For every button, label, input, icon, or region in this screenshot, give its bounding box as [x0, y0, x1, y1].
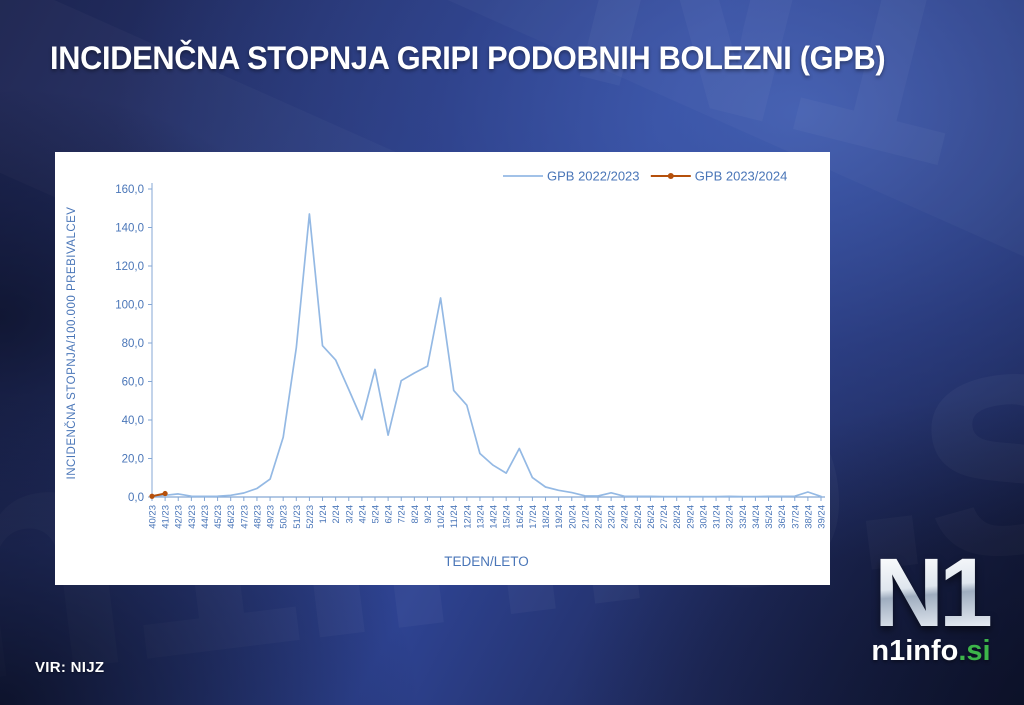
x-tick-label: 49/23: [266, 505, 277, 529]
x-tick-label: 37/24: [790, 505, 801, 529]
legend-label-1: GPB 2023/2024: [695, 169, 788, 184]
x-tick-label: 13/24: [475, 505, 486, 529]
x-tick-label: 29/24: [685, 505, 696, 529]
n1-site-tld: .si: [958, 635, 991, 668]
y-tick-label: 140,0: [115, 223, 144, 235]
x-tick-label: 35/24: [764, 505, 775, 529]
x-tick-label: 32/24: [725, 505, 736, 529]
legend-swatch-marker-1: [667, 173, 674, 179]
source-credit: VIR: NIJZ: [35, 659, 105, 676]
series-marker-1: [149, 493, 155, 499]
series-marker-1: [162, 490, 168, 497]
x-tick-label: 51/23: [292, 505, 303, 529]
chart-svg: 0,0 20,0 40,0 60,0 80,0 100,0 120,0 140,0 160,0 I…: [65, 169, 828, 529]
x-tick-label: 24/24: [620, 505, 631, 529]
x-tick-label: 38/24: [803, 505, 814, 529]
y-tick-label: 120,0: [115, 261, 144, 273]
x-tick-label: 45/23: [213, 505, 224, 529]
n1-site-name: n1info.si: [846, 635, 1016, 668]
x-tick-label: 12/24: [462, 505, 473, 529]
x-tick-label: 50/23: [279, 505, 290, 529]
x-tick-label: 28/24: [672, 505, 683, 529]
x-tick-label: 40/23: [148, 505, 159, 529]
n1-site-text: n1info: [871, 635, 959, 668]
x-tick-label: 52/23: [305, 505, 316, 529]
y-tick-label: 60,0: [122, 377, 144, 389]
x-tick-label: 33/24: [738, 505, 749, 529]
x-tick-label: 34/24: [751, 505, 762, 529]
x-tick-label: 8/24: [410, 505, 421, 524]
x-tick-label: 22/24: [594, 505, 605, 529]
x-tick-label: 1/24: [318, 505, 329, 524]
x-tick-label: 25/24: [633, 505, 644, 529]
x-tick-label: 4/24: [357, 505, 368, 524]
x-tick-label: 19/24: [554, 505, 565, 529]
chart-panel: 0,0 20,0 40,0 60,0 80,0 100,0 120,0 140,0 160,0 I…: [55, 152, 830, 585]
x-tick-label: 5/24: [371, 505, 382, 524]
x-tick-label: 30/24: [698, 505, 709, 529]
series-line-0: [151, 213, 822, 498]
x-tick-label: 23/24: [607, 505, 618, 529]
y-axis-title: INCIDENČNA STOPNJA/100.000 PREBIVALCEV: [65, 207, 78, 480]
x-tick-label: 7/24: [397, 505, 408, 524]
x-tick-label: 31/24: [712, 505, 723, 529]
x-tick-label: 46/23: [226, 505, 237, 529]
n1-logo-mark: N1: [846, 544, 1016, 641]
x-tick-label: 6/24: [384, 505, 395, 524]
x-tick-label: 11/24: [449, 505, 460, 528]
y-tick-label: 80,0: [122, 338, 144, 350]
x-tick-label: 2/24: [331, 505, 342, 524]
x-tick-label: 17/24: [528, 505, 539, 529]
x-tick-label: 44/23: [200, 505, 211, 529]
page-title: INCIDENČNA STOPNJA GRIPI PODOBNIH BOLEZN…: [50, 40, 886, 76]
x-tick-label: 20/24: [567, 505, 578, 529]
y-tick-label: 0,0: [128, 492, 144, 504]
x-tick-label: 18/24: [541, 505, 552, 529]
y-tick-label: 40,0: [122, 415, 144, 427]
x-tick-label: 42/23: [174, 505, 185, 529]
x-tick-label: 9/24: [423, 505, 434, 524]
x-tick-label: 43/23: [187, 505, 198, 529]
x-tick-label: 14/24: [489, 505, 500, 529]
x-tick-label: 39/24: [817, 505, 828, 529]
x-tick-label: 26/24: [646, 505, 657, 529]
x-tick-label: 27/24: [659, 505, 670, 529]
x-axis-title: TEDEN/LETO: [444, 554, 529, 569]
n1-logo: N1 n1info.si: [846, 544, 1016, 668]
y-tick-label: 100,0: [115, 300, 144, 312]
x-tick-label: 15/24: [502, 505, 513, 529]
legend-label-0: GPB 2022/2023: [547, 169, 640, 184]
x-tick-label: 41/23: [161, 505, 172, 529]
x-tick-label: 21/24: [580, 505, 591, 529]
x-tick-label: 10/24: [436, 505, 447, 529]
y-tick-label: 160,0: [115, 184, 144, 196]
x-tick-label: 47/23: [239, 505, 250, 529]
x-tick-label: 16/24: [515, 505, 526, 529]
x-tick-label: 48/23: [252, 505, 263, 529]
x-tick-label: 36/24: [777, 505, 788, 529]
y-tick-label: 20,0: [122, 454, 144, 466]
x-tick-label: 3/24: [344, 505, 355, 524]
